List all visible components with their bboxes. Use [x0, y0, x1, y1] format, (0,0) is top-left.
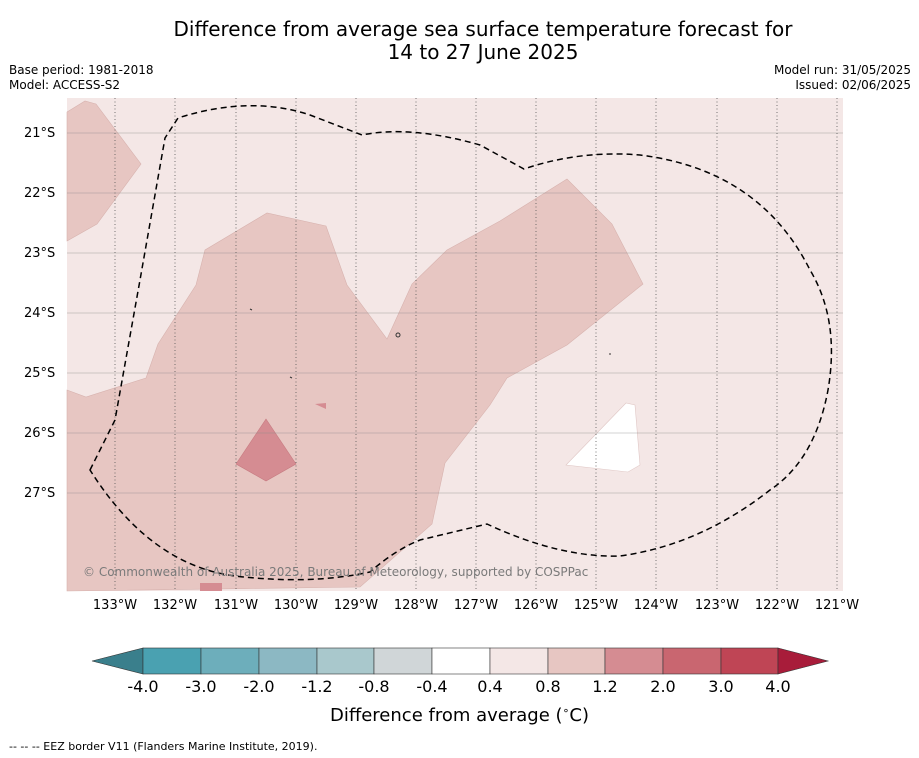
model-text: Model: ACCESS-S2 — [9, 78, 121, 92]
lat-label: 25°S — [24, 366, 56, 381]
lon-label: 129°W — [333, 598, 379, 613]
issued-text: Issued: 02/06/2025 — [795, 78, 911, 92]
lon-label: 121°W — [814, 598, 860, 613]
tiny-marker — [249, 308, 253, 311]
lon-label: 126°W — [513, 598, 559, 613]
colorbar-tick: 2.0 — [650, 677, 676, 696]
latitude-gridlines — [67, 132, 843, 494]
sst-anomaly-patch-small — [315, 403, 326, 409]
sst-anomaly-patch-bottom — [200, 583, 222, 591]
colorbar-segment — [200, 647, 260, 675]
colorbar-label-degree: ∘ — [562, 704, 570, 717]
lat-label: 27°S — [24, 486, 56, 501]
lat-label: 23°S — [24, 246, 56, 261]
colorbar-tick: -0.8 — [358, 677, 390, 696]
colorbar-tick: -2.0 — [243, 677, 275, 696]
colorbar-segment — [316, 647, 375, 675]
lon-label: 132°W — [152, 598, 198, 613]
tiny-marker — [289, 376, 293, 379]
colorbar-segment — [547, 647, 606, 675]
tiny-marker — [395, 332, 401, 338]
colorbar-tick: 4.0 — [765, 677, 791, 696]
lon-label: 127°W — [453, 598, 499, 613]
lat-label: 21°S — [24, 126, 56, 141]
colorbar-tick: 1.2 — [592, 677, 618, 696]
colorbar-segment — [142, 647, 202, 675]
sst-anomaly-region-main — [66, 178, 644, 592]
lat-label: 22°S — [24, 186, 56, 201]
colorbar-tick: -0.4 — [416, 677, 448, 696]
colorbar-segment — [604, 647, 664, 675]
lon-label: 133°W — [92, 598, 138, 613]
lon-label: 128°W — [393, 598, 439, 613]
colorbar-segment — [258, 647, 318, 675]
lon-label: 131°W — [213, 598, 259, 613]
base-period-text: Base period: 1981-2018 — [9, 63, 154, 77]
sst-anomaly-region-topleft — [66, 100, 142, 242]
copyright-text: © Commonwealth of Australia 2025, Bureau… — [83, 565, 589, 579]
colorbar — [91, 647, 830, 675]
colorbar-label-unit: C) — [569, 705, 590, 726]
lon-label: 123°W — [694, 598, 740, 613]
colorbar-extend-low — [91, 647, 144, 675]
map-title: Difference from average sea surface temp… — [0, 18, 919, 64]
eez-footer-note: -- -- -- EEZ border V11 (Flanders Marine… — [9, 740, 318, 753]
title-line-1: Difference from average sea surface temp… — [173, 17, 793, 41]
lon-label: 124°W — [633, 598, 679, 613]
colorbar-segment — [662, 647, 722, 675]
model-run-text: Model run: 31/05/2025 — [773, 63, 911, 77]
colorbar-segment — [489, 647, 549, 675]
colorbar-segment — [373, 647, 433, 675]
title-line-2: 14 to 27 June 2025 — [387, 40, 579, 64]
meta-left: Base period: 1981-2018 Model: ACCESS-S2 — [9, 63, 154, 93]
lon-label: 130°W — [273, 598, 319, 613]
meta-right: Model run: 31/05/2025 Issued: 02/06/2025 — [774, 63, 911, 93]
colorbar-tick: 0.4 — [477, 677, 503, 696]
lon-label: 122°W — [754, 598, 800, 613]
colorbar-extend-high — [777, 647, 830, 675]
colorbar-tick: -3.0 — [185, 677, 217, 696]
colorbar-label-prefix: Difference from average ( — [329, 705, 563, 726]
colorbar-segment — [720, 647, 779, 675]
lat-label: 24°S — [24, 306, 56, 321]
colorbar-tick: 0.8 — [535, 677, 561, 696]
eez-border-line — [89, 105, 833, 581]
sst-anomaly-patch-large — [235, 418, 297, 482]
colorbar-label: Difference from average (∘C) — [0, 704, 919, 726]
lat-label: 26°S — [24, 426, 56, 441]
lon-label: 125°W — [573, 598, 619, 613]
colorbar-segment — [431, 647, 491, 675]
colorbar-tick: -4.0 — [127, 677, 159, 696]
sst-near-average-region — [565, 402, 641, 473]
colorbar-tick: 3.0 — [708, 677, 734, 696]
colorbar-tick: -1.2 — [301, 677, 333, 696]
